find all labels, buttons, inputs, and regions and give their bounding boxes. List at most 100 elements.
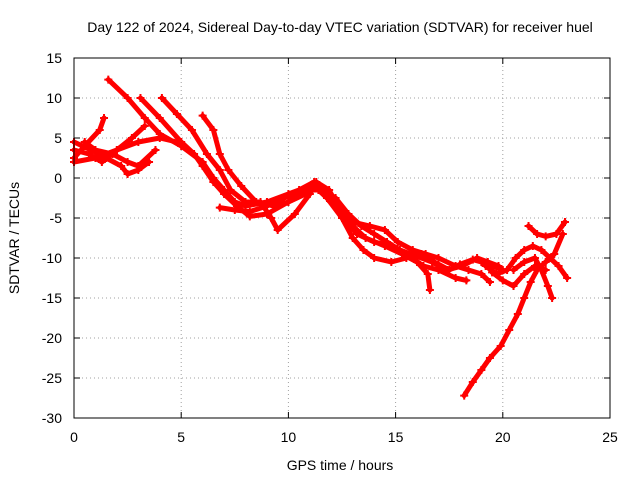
data-point bbox=[460, 391, 469, 400]
data-point bbox=[230, 206, 239, 214]
data-point bbox=[550, 250, 559, 258]
chart-title: Day 122 of 2024, Sidereal Day-to-day VTE… bbox=[87, 19, 593, 35]
series-track-9 bbox=[200, 113, 506, 273]
data-point bbox=[462, 276, 471, 285]
data-point bbox=[140, 114, 149, 122]
data-series bbox=[70, 75, 572, 400]
data-point bbox=[127, 134, 136, 142]
data-point bbox=[209, 178, 218, 186]
y-tick-label: -10 bbox=[42, 250, 62, 266]
x-axis-title: GPS time / hours bbox=[287, 457, 394, 473]
y-axis-title: SDTVAR / TECUs bbox=[6, 182, 22, 294]
data-point bbox=[295, 188, 304, 197]
data-point bbox=[481, 262, 490, 270]
data-point bbox=[100, 114, 109, 122]
data-point bbox=[245, 207, 254, 216]
data-point bbox=[552, 230, 561, 238]
x-tick-label: 25 bbox=[602, 429, 618, 445]
data-point bbox=[172, 110, 181, 118]
data-point bbox=[108, 150, 117, 158]
data-point bbox=[117, 162, 126, 170]
data-point bbox=[560, 218, 569, 226]
data-point bbox=[434, 254, 443, 262]
data-point bbox=[458, 262, 467, 270]
data-point bbox=[464, 266, 473, 274]
series-track-12 bbox=[483, 243, 570, 281]
data-point bbox=[177, 138, 186, 146]
x-tick-label: 10 bbox=[281, 429, 297, 445]
data-point bbox=[563, 274, 572, 282]
data-point bbox=[387, 258, 396, 266]
data-point bbox=[134, 138, 143, 146]
data-point bbox=[509, 282, 518, 290]
data-point bbox=[477, 270, 486, 278]
data-point bbox=[97, 158, 106, 166]
data-point bbox=[91, 146, 100, 154]
x-tick-label: 15 bbox=[388, 429, 404, 445]
data-point bbox=[224, 166, 233, 174]
data-point bbox=[402, 254, 411, 262]
y-tick-label: -5 bbox=[50, 210, 63, 226]
data-point bbox=[353, 230, 362, 238]
data-point bbox=[215, 166, 224, 174]
data-point bbox=[468, 378, 477, 386]
data-point bbox=[520, 294, 529, 302]
data-point bbox=[423, 270, 432, 278]
series-track-5 bbox=[82, 139, 158, 169]
data-point bbox=[485, 278, 494, 286]
data-point bbox=[543, 282, 552, 290]
data-point bbox=[370, 230, 379, 238]
data-point bbox=[498, 276, 507, 285]
data-point bbox=[226, 186, 235, 194]
data-point bbox=[370, 254, 379, 262]
data-point bbox=[123, 94, 132, 102]
y-tick-label: 0 bbox=[54, 170, 62, 186]
data-point bbox=[533, 230, 542, 238]
data-point bbox=[537, 246, 546, 254]
data-point bbox=[140, 122, 149, 130]
data-point bbox=[155, 114, 164, 122]
data-point bbox=[357, 222, 366, 230]
data-point bbox=[494, 262, 503, 270]
data-point bbox=[393, 238, 402, 246]
data-point bbox=[477, 366, 486, 374]
data-point bbox=[237, 182, 246, 190]
y-tick-label: 10 bbox=[46, 90, 62, 106]
data-point bbox=[545, 254, 554, 262]
data-point bbox=[344, 210, 353, 218]
data-point bbox=[541, 266, 550, 274]
data-point bbox=[530, 262, 539, 270]
series-track-10 bbox=[217, 181, 501, 273]
data-point bbox=[262, 202, 271, 210]
data-point bbox=[505, 326, 514, 334]
data-point bbox=[220, 190, 229, 198]
data-point bbox=[95, 126, 104, 134]
data-point bbox=[104, 75, 113, 84]
data-point bbox=[413, 252, 422, 261]
data-point bbox=[151, 146, 160, 154]
data-point bbox=[496, 342, 505, 350]
data-point bbox=[488, 268, 497, 277]
data-point bbox=[511, 254, 520, 262]
data-point bbox=[134, 162, 143, 170]
y-tick-label: 5 bbox=[54, 130, 62, 146]
y-tick-label: 15 bbox=[46, 50, 62, 66]
data-point bbox=[554, 262, 563, 270]
data-point bbox=[526, 278, 535, 286]
data-point bbox=[520, 258, 529, 266]
y-tick-label: -15 bbox=[42, 290, 62, 306]
data-point bbox=[209, 126, 218, 134]
data-point bbox=[548, 294, 557, 302]
data-point bbox=[395, 246, 404, 254]
data-point bbox=[541, 232, 550, 241]
data-point bbox=[252, 198, 261, 206]
x-tick-label: 5 bbox=[177, 429, 185, 445]
x-tick-label: 0 bbox=[70, 429, 78, 445]
data-point bbox=[215, 203, 224, 212]
data-point bbox=[202, 150, 211, 158]
data-point bbox=[528, 242, 537, 250]
data-point bbox=[451, 274, 460, 282]
data-point bbox=[359, 246, 368, 254]
data-point bbox=[428, 258, 437, 266]
